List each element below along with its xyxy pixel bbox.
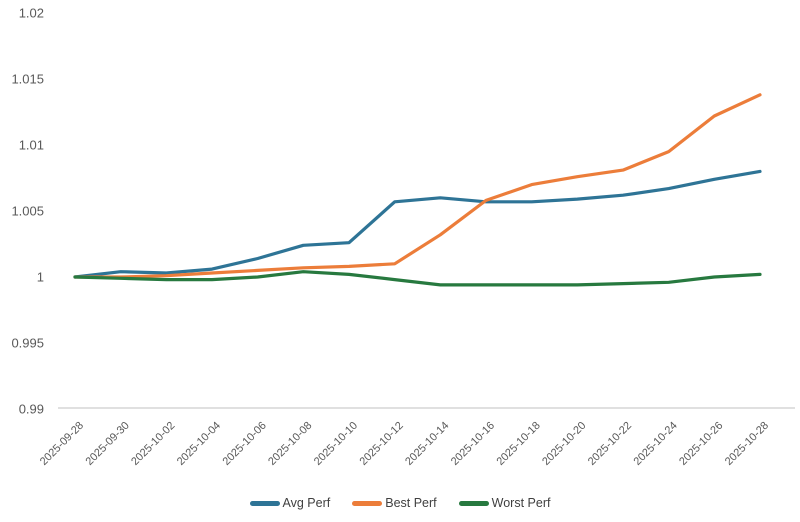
legend-label-best-perf: Best Perf <box>385 496 437 510</box>
x-axis-tick-label: 2025-10-22 <box>586 420 634 468</box>
x-axis-tick-label: 2025-10-04 <box>175 420 223 468</box>
y-axis-tick-label: 1.01 <box>19 138 44 153</box>
y-axis-tick-label: 1.005 <box>11 204 44 219</box>
x-axis-tick-label: 2025-10-20 <box>540 420 588 468</box>
y-axis-tick-label: 1.02 <box>19 6 44 21</box>
y-axis-labels: 0.99 0.995 1 1.005 1.01 1.015 1.02 <box>11 6 44 417</box>
x-axis-tick-label: 2025-10-18 <box>495 420 543 468</box>
y-axis-tick-label: 0.99 <box>19 402 44 417</box>
legend-item-avg-perf: Avg Perf <box>249 496 331 510</box>
x-axis-tick-label: 2025-10-08 <box>266 420 314 468</box>
series-line-best-perf <box>73 93 762 279</box>
y-axis-tick-label: 0.995 <box>11 336 44 351</box>
series-line-avg-perf <box>73 169 762 279</box>
x-axis-tick-label: 2025-10-12 <box>358 420 406 468</box>
legend-label-avg-perf: Avg Perf <box>282 496 331 510</box>
y-axis-tick-label: 1.015 <box>11 72 44 87</box>
legend-swatch-worst-perf <box>458 501 489 506</box>
x-axis-tick-label: 2025-10-02 <box>129 420 177 468</box>
x-axis-tick-label: 2025-10-14 <box>403 420 451 468</box>
legend-item-best-perf: Best Perf <box>352 496 437 510</box>
x-axis-tick-label: 2025-10-10 <box>312 420 360 468</box>
x-axis-tick-label: 2025-09-28 <box>38 420 86 468</box>
x-axis-tick-label: 2025-10-28 <box>723 420 771 468</box>
legend-swatch-best-perf <box>352 501 383 506</box>
x-axis-tick-label: 2025-10-16 <box>449 420 497 468</box>
x-axis-tick-label: 2025-09-30 <box>84 420 132 468</box>
legend: Avg Perf Best Perf Worst Perf <box>0 497 800 510</box>
x-axis-labels: 2025-09-282025-09-302025-10-022025-10-04… <box>38 420 771 468</box>
series-line-worst-perf <box>73 270 762 287</box>
legend-item-worst-perf: Worst Perf <box>458 496 551 510</box>
legend-swatch-avg-perf <box>249 501 280 506</box>
y-axis-tick-label: 1 <box>37 270 44 285</box>
x-axis-tick-label: 2025-10-24 <box>632 420 680 468</box>
legend-label-worst-perf: Worst Perf <box>491 496 551 510</box>
x-axis-tick-label: 2025-10-06 <box>221 420 269 468</box>
plot-area: 0.990.99511.0051.011.0151.022025-09-2820… <box>11 6 795 468</box>
x-axis-tick-label: 2025-10-26 <box>677 420 725 468</box>
